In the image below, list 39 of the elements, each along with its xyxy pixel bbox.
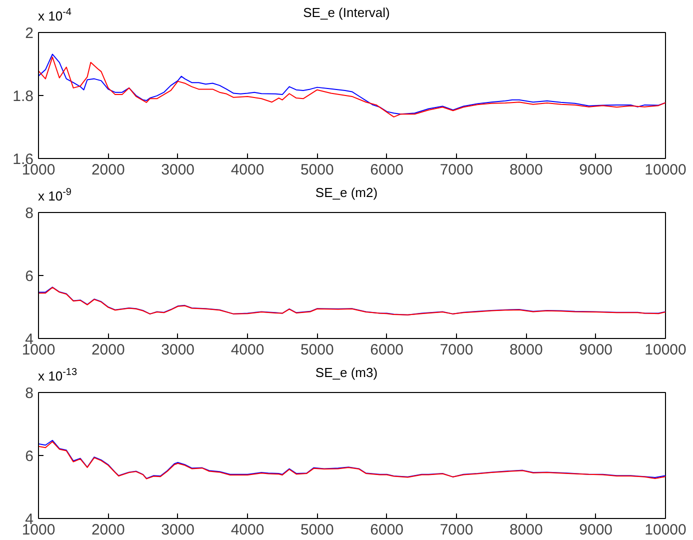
x-tick-label: 9000	[579, 162, 613, 178]
y-tick-label: 6	[25, 268, 34, 285]
text: x 10$^{-9}$	[38, 186, 72, 206]
x-tick-label: 7000	[440, 342, 474, 358]
x-tick-label: 6000	[370, 162, 404, 178]
x-tick-label: 10000	[644, 522, 686, 538]
x-tick-label: 2000	[91, 522, 125, 538]
text: x 10$^{-4}$	[38, 6, 72, 26]
x-tick-label: 9000	[579, 522, 613, 538]
x-tick-label: 6000	[370, 342, 404, 358]
x-tick-label: 9000	[579, 342, 613, 358]
text: x 10$^{-13}$	[38, 366, 78, 386]
x-tick-label: 7000	[440, 162, 474, 178]
x-tick-label: 2000	[91, 342, 125, 358]
x-tick-label: 8000	[509, 522, 543, 538]
x-tick-label: 6000	[370, 522, 404, 538]
x-tick-label: 4000	[230, 522, 264, 538]
x-tick-label: 5000	[300, 162, 334, 178]
chart-title: SE_e (m3)	[315, 365, 378, 380]
x-tick-label: 8000	[509, 342, 543, 358]
x-tick-label: 4000	[230, 342, 264, 358]
y-tick-label: 8	[25, 385, 34, 402]
chart-title: SE_e (Interval)	[303, 5, 390, 20]
x-tick-label: 3000	[161, 162, 195, 178]
x-tick-label: 5000	[300, 342, 334, 358]
x-tick-label: 10000	[644, 162, 686, 178]
x-tick-label: 8000	[509, 162, 543, 178]
y-tick-label: 2	[25, 25, 34, 42]
y-tick-label: 8	[25, 205, 34, 222]
x-tick-label: 4000	[230, 162, 264, 178]
x-tick-label: 3000	[161, 522, 195, 538]
x-tick-label: 2000	[91, 162, 125, 178]
x-tick-label: 5000	[300, 522, 334, 538]
y-tick-label: 6	[25, 448, 34, 465]
chart-title: SE_e (m2)	[315, 185, 378, 200]
x-tick-label: 7000	[440, 522, 474, 538]
y-tick-label: 1.8	[12, 88, 34, 105]
x-tick-label: 10000	[644, 342, 686, 358]
x-tick-label: 3000	[161, 342, 195, 358]
